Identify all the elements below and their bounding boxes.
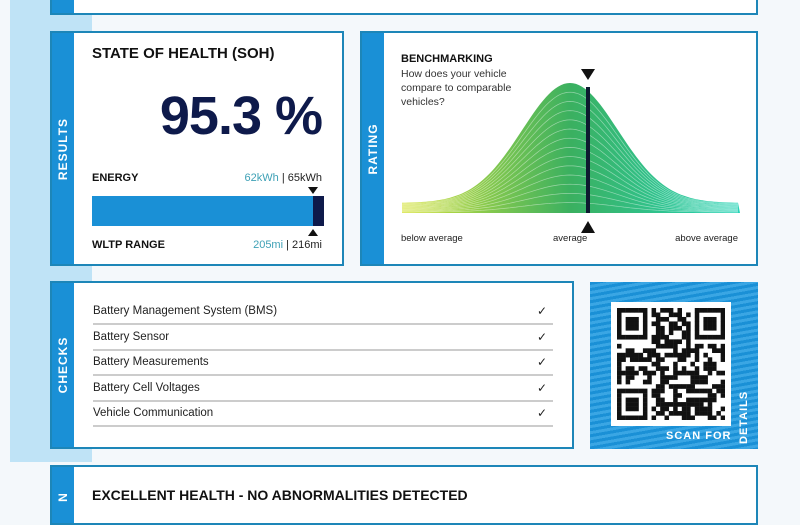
qr-code-pattern xyxy=(617,308,726,421)
check-label: Vehicle Communication xyxy=(93,407,214,419)
energy-bar xyxy=(92,196,324,226)
energy-bar-fill xyxy=(92,196,314,226)
benchmark-title: BENCHMARKING xyxy=(401,53,493,65)
results-side-tab: RESULTS xyxy=(52,33,74,264)
qr-caption-side: DETAILS xyxy=(738,390,750,444)
results-card: RESULTS STATE OF HEALTH (SOH) 95.3 % ENE… xyxy=(50,31,344,266)
checkmark-icon: ✓ xyxy=(536,329,547,344)
energy-separator: | xyxy=(278,172,288,184)
checks-side-tab: CHECKS xyxy=(52,283,74,447)
marker-up-icon xyxy=(581,221,595,233)
average-marker-line xyxy=(586,87,590,213)
range-values: 205mi | 216mi xyxy=(253,239,322,251)
checkmark-icon: ✓ xyxy=(536,304,547,318)
energy-original: 65kWh xyxy=(287,172,322,184)
range-separator: | xyxy=(283,239,293,251)
benchmark-curve xyxy=(401,69,740,233)
axis-above-average: above average xyxy=(675,233,738,244)
axis-average: average xyxy=(553,233,588,244)
check-item: Battery Management System (BMS) ✓ xyxy=(93,300,553,325)
check-item: Vehicle Communication ✓ xyxy=(93,402,553,427)
range-label: WLTP RANGE xyxy=(92,239,165,251)
results-side-label: RESULTS xyxy=(56,117,70,180)
check-label: Battery Management System (BMS) xyxy=(93,305,278,317)
range-current: 205mi xyxy=(253,239,284,251)
qr-code[interactable] xyxy=(611,302,731,426)
marker-down-icon xyxy=(581,69,595,80)
range-original: 216mi xyxy=(292,239,322,251)
energy-values: 62kWh | 65kWh xyxy=(245,172,322,184)
soh-value: 95.3 % xyxy=(159,86,323,146)
checkmark-icon: ✓ xyxy=(536,406,547,420)
energy-label: ENERGY xyxy=(92,172,139,184)
conclusion-side-tab: N xyxy=(52,467,74,523)
energy-current: 62kWh xyxy=(244,172,279,184)
conclusion-side-label: N xyxy=(56,492,70,502)
bell-curve-fill xyxy=(402,83,740,213)
checks-side-label: CHECKS xyxy=(56,336,70,394)
curve-contour-lines xyxy=(401,91,739,213)
checkmark-icon: ✓ xyxy=(536,380,547,395)
rating-card: RATING BENCHMARKING How does your vehicl… xyxy=(360,31,758,266)
range-marker-icon xyxy=(308,229,318,236)
qr-caption-bottom: SCAN FOR xyxy=(666,430,732,442)
check-label: Battery Sensor xyxy=(93,330,170,343)
energy-marker-icon xyxy=(308,187,318,194)
benchmark-question: How does your vehicle compare to compara… xyxy=(401,68,512,108)
conclusion-text: EXCELLENT HEALTH - NO ABNORMALITIES DETE… xyxy=(92,487,468,503)
check-label: Battery Cell Voltages xyxy=(93,381,200,394)
rating-side-tab: RATING xyxy=(362,33,384,264)
check-label: Battery Measurements xyxy=(93,356,209,368)
conclusion-card: N EXCELLENT HEALTH - NO ABNORMALITIES DE… xyxy=(50,465,758,525)
checkmark-icon: ✓ xyxy=(536,355,547,369)
qr-panel[interactable]: SCAN FOR DETAILS xyxy=(590,282,758,449)
check-item: Battery Sensor ✓ xyxy=(93,326,553,351)
check-item: Battery Measurements ✓ xyxy=(93,351,553,376)
checks-card: CHECKS Battery Management System (BMS) ✓ B… xyxy=(50,281,574,449)
check-item: Battery Cell Voltages ✓ xyxy=(93,377,553,402)
top-card xyxy=(50,0,758,15)
axis-below-average: below average xyxy=(401,233,463,244)
soh-title: STATE OF HEALTH (SOH) xyxy=(92,45,275,62)
